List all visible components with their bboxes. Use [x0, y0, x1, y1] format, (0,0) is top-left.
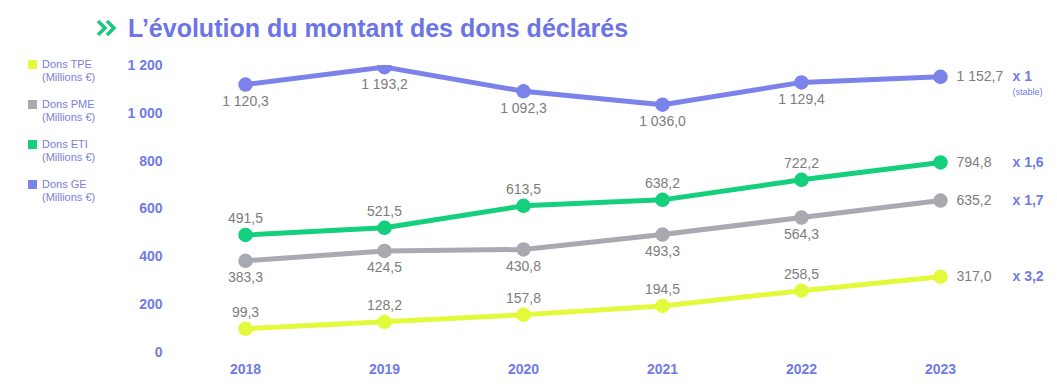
svg-text:1 193,2: 1 193,2 — [361, 76, 408, 92]
html-text:Dons GE: Dons GE — [42, 178, 87, 190]
svg-text:258,5: 258,5 — [784, 266, 819, 282]
svg-text:194,5: 194,5 — [645, 281, 680, 297]
svg-text:x 1,7: x 1,7 — [1013, 192, 1044, 208]
html-text:L’évolution du montant des don: L’évolution du montant des dons déclarés — [128, 13, 629, 42]
svg-text:564,3: 564,3 — [784, 226, 819, 242]
svg-text:1 092,3: 1 092,3 — [500, 100, 547, 116]
svg-text:600: 600 — [139, 200, 163, 216]
html-text:Dons ETI: Dons ETI — [42, 138, 88, 150]
svg-text:x 3,2: x 3,2 — [1013, 268, 1044, 284]
svg-text:800: 800 — [139, 153, 163, 169]
svg-text:128,2: 128,2 — [367, 297, 402, 313]
svg-text:400: 400 — [139, 248, 163, 264]
svg-text:x 1: x 1 — [1013, 68, 1033, 84]
html-text:(Millions €): (Millions €) — [42, 111, 96, 123]
svg-text:613,5: 613,5 — [506, 181, 541, 197]
svg-text:317,0: 317,0 — [957, 268, 992, 284]
svg-text:635,2: 635,2 — [957, 192, 992, 208]
svg-text:794,8: 794,8 — [957, 154, 992, 170]
svg-text:2022: 2022 — [786, 361, 817, 377]
html-text:(Millions €): (Millions €) — [42, 151, 96, 163]
svg-text:2023: 2023 — [925, 361, 956, 377]
svg-text:424,5: 424,5 — [367, 259, 402, 275]
svg-text:99,3: 99,3 — [232, 304, 259, 320]
svg-text:521,5: 521,5 — [367, 203, 402, 219]
svg-text:383,3: 383,3 — [228, 269, 263, 285]
svg-text:2020: 2020 — [508, 361, 539, 377]
svg-text:200: 200 — [139, 296, 163, 312]
svg-text:1 200: 1 200 — [127, 57, 162, 73]
svg-text:2021: 2021 — [647, 361, 678, 377]
svg-text:(stable): (stable) — [1013, 87, 1043, 97]
svg-text:2018: 2018 — [230, 361, 261, 377]
html-text:Dons TPE: Dons TPE — [42, 58, 92, 70]
html-text:Dons PME: Dons PME — [42, 98, 95, 110]
svg-text:430,8: 430,8 — [506, 258, 541, 274]
svg-text:491,5: 491,5 — [228, 210, 263, 226]
svg-text:0: 0 — [155, 344, 163, 360]
svg-text:x 1,6: x 1,6 — [1013, 154, 1044, 170]
html-text:(Millions €): (Millions €) — [42, 191, 96, 203]
html-text:(Millions €): (Millions €) — [42, 71, 96, 83]
svg-text:1 000: 1 000 — [127, 105, 162, 121]
svg-text:1 036,0: 1 036,0 — [639, 113, 686, 129]
svg-text:722,2: 722,2 — [784, 155, 819, 171]
svg-text:2019: 2019 — [369, 361, 400, 377]
svg-text:1 152,7: 1 152,7 — [957, 68, 1004, 84]
svg-text:1 120,3: 1 120,3 — [222, 93, 269, 109]
svg-text:638,2: 638,2 — [645, 175, 680, 191]
svg-text:493,3: 493,3 — [645, 243, 680, 259]
svg-text:157,8: 157,8 — [506, 290, 541, 306]
svg-text:1 129,4: 1 129,4 — [778, 91, 825, 107]
